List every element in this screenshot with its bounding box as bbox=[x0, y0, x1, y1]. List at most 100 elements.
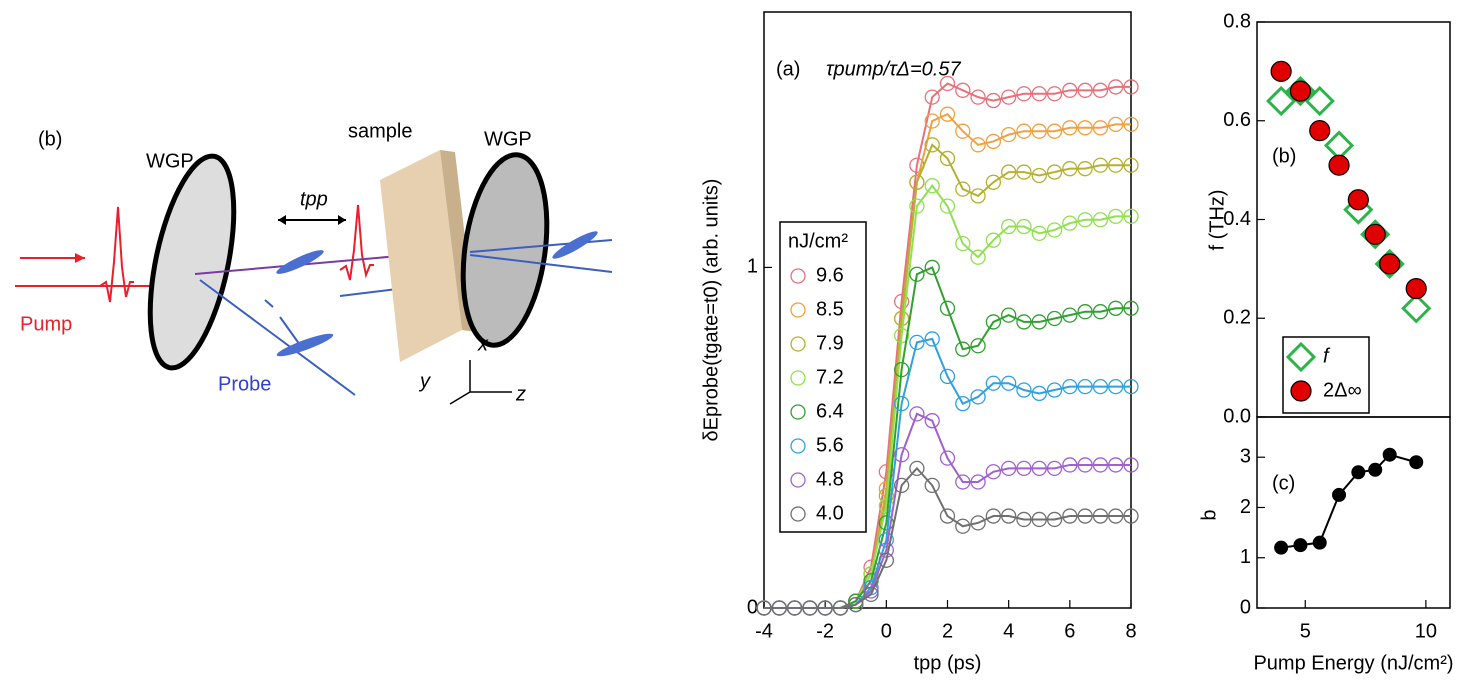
x-tick-label: 2 bbox=[942, 620, 953, 642]
data-point bbox=[1401, 293, 1432, 324]
data-point bbox=[939, 150, 956, 167]
data-point bbox=[1046, 164, 1063, 180]
data-point bbox=[985, 92, 1002, 109]
data-point bbox=[985, 232, 1002, 248]
legend-label: 6.4 bbox=[816, 400, 844, 422]
data-point bbox=[1289, 80, 1312, 102]
y-tick-label: 0.8 bbox=[1223, 10, 1251, 32]
data-point bbox=[1270, 60, 1292, 82]
diagram-label: (b) bbox=[38, 128, 62, 150]
data-point bbox=[1031, 225, 1047, 242]
y-tick-label: 1 bbox=[747, 256, 758, 278]
data-point bbox=[939, 450, 956, 466]
axis-label: x bbox=[477, 333, 489, 355]
data-point bbox=[1062, 307, 1078, 323]
data-point bbox=[985, 133, 1002, 150]
x-tick-label: 8 bbox=[1125, 620, 1136, 642]
y-tick-label: 0.6 bbox=[1223, 109, 1251, 131]
data-point bbox=[970, 249, 986, 265]
legend-label: 4.0 bbox=[816, 502, 844, 524]
x-tick-label: 6 bbox=[1064, 620, 1075, 642]
data-point bbox=[1405, 278, 1427, 300]
x-tick-label: 5 bbox=[1300, 620, 1311, 642]
x-tick-label: -2 bbox=[816, 620, 834, 642]
data-point bbox=[1046, 310, 1063, 327]
data-point bbox=[863, 583, 879, 599]
data-point bbox=[955, 341, 971, 357]
pump-label: Pump bbox=[20, 313, 72, 335]
y-tick-label: 2 bbox=[1240, 496, 1251, 518]
data-point bbox=[970, 338, 986, 354]
legend-box bbox=[779, 221, 867, 533]
pump-arrowhead bbox=[75, 253, 85, 263]
legend-marker bbox=[790, 472, 806, 488]
data-point bbox=[939, 75, 956, 92]
data-point bbox=[939, 106, 956, 122]
data-point bbox=[955, 181, 971, 197]
plot-frame bbox=[1256, 416, 1451, 609]
probe-beam bbox=[199, 279, 356, 396]
wgp-label: WGP bbox=[484, 128, 532, 150]
wgp-label: WGP bbox=[146, 150, 194, 172]
data-point bbox=[955, 518, 971, 534]
data-point bbox=[939, 368, 956, 385]
x-axis-label: tpp (ps) bbox=[914, 652, 982, 674]
data-point bbox=[970, 89, 986, 105]
y-tick-label: 0 bbox=[1240, 596, 1251, 618]
data-point bbox=[924, 259, 940, 276]
panel-label: (c) bbox=[1272, 472, 1295, 494]
axis-label: y bbox=[418, 370, 431, 392]
data-point bbox=[1364, 223, 1386, 245]
data-point bbox=[924, 113, 940, 129]
data-point bbox=[1266, 85, 1297, 117]
x-tick-label: 0 bbox=[881, 620, 892, 642]
data-point bbox=[939, 300, 956, 316]
data-point bbox=[909, 334, 925, 351]
sample-label: sample bbox=[348, 120, 412, 142]
legend-marker bbox=[790, 336, 806, 352]
series-line bbox=[1281, 453, 1417, 549]
data-point bbox=[893, 477, 910, 494]
legend-marker bbox=[790, 302, 806, 318]
y-tick-label: 3 bbox=[1240, 445, 1251, 467]
legend-label: 9.6 bbox=[816, 264, 844, 286]
legend-label: 7.2 bbox=[816, 366, 844, 388]
legend-marker bbox=[1285, 341, 1317, 373]
data-point bbox=[970, 515, 986, 531]
data-point bbox=[985, 174, 1002, 190]
data-point bbox=[1001, 307, 1017, 323]
data-point bbox=[909, 460, 925, 477]
wgp-left bbox=[147, 153, 237, 371]
data-point bbox=[924, 137, 940, 153]
data-point bbox=[1328, 154, 1350, 176]
data-point bbox=[985, 464, 1002, 480]
x-tick-label: 10 bbox=[1415, 620, 1437, 642]
probe-label: Probe bbox=[218, 373, 271, 395]
data-point bbox=[1323, 130, 1355, 161]
data-point bbox=[955, 396, 971, 412]
legend-title: nJ/cm² bbox=[788, 230, 848, 252]
panel-label: (b) bbox=[1272, 145, 1296, 167]
y-axis-label: f (THz) bbox=[1206, 189, 1228, 250]
panel-label: (a) bbox=[776, 58, 800, 80]
data-point bbox=[848, 593, 864, 609]
series-line bbox=[764, 466, 1131, 609]
data-point bbox=[924, 413, 940, 429]
legend-label: 8.5 bbox=[816, 298, 844, 320]
data-point bbox=[878, 552, 894, 568]
setup-diagram: (b) WGP sample WGP Pump Probe tpp x y z bbox=[15, 120, 613, 405]
x-tick-label: -4 bbox=[755, 620, 773, 642]
data-point bbox=[1379, 253, 1401, 275]
data-point bbox=[924, 477, 940, 494]
annotation: τpump/τΔ=0.57 bbox=[826, 58, 961, 80]
legend-marker bbox=[790, 438, 806, 454]
y-axis-label: b bbox=[1198, 509, 1220, 520]
axis-label: z bbox=[515, 383, 526, 405]
data-point bbox=[970, 389, 986, 405]
y-axis-label: δEprobe(tgate=t0) (arb. units) bbox=[700, 179, 722, 442]
legend-label: 7.9 bbox=[816, 332, 844, 354]
legend-marker bbox=[790, 370, 806, 386]
legend-label: 5.6 bbox=[816, 434, 844, 456]
data-point bbox=[863, 586, 879, 603]
legend-label: 2Δ∞ bbox=[1323, 379, 1362, 401]
